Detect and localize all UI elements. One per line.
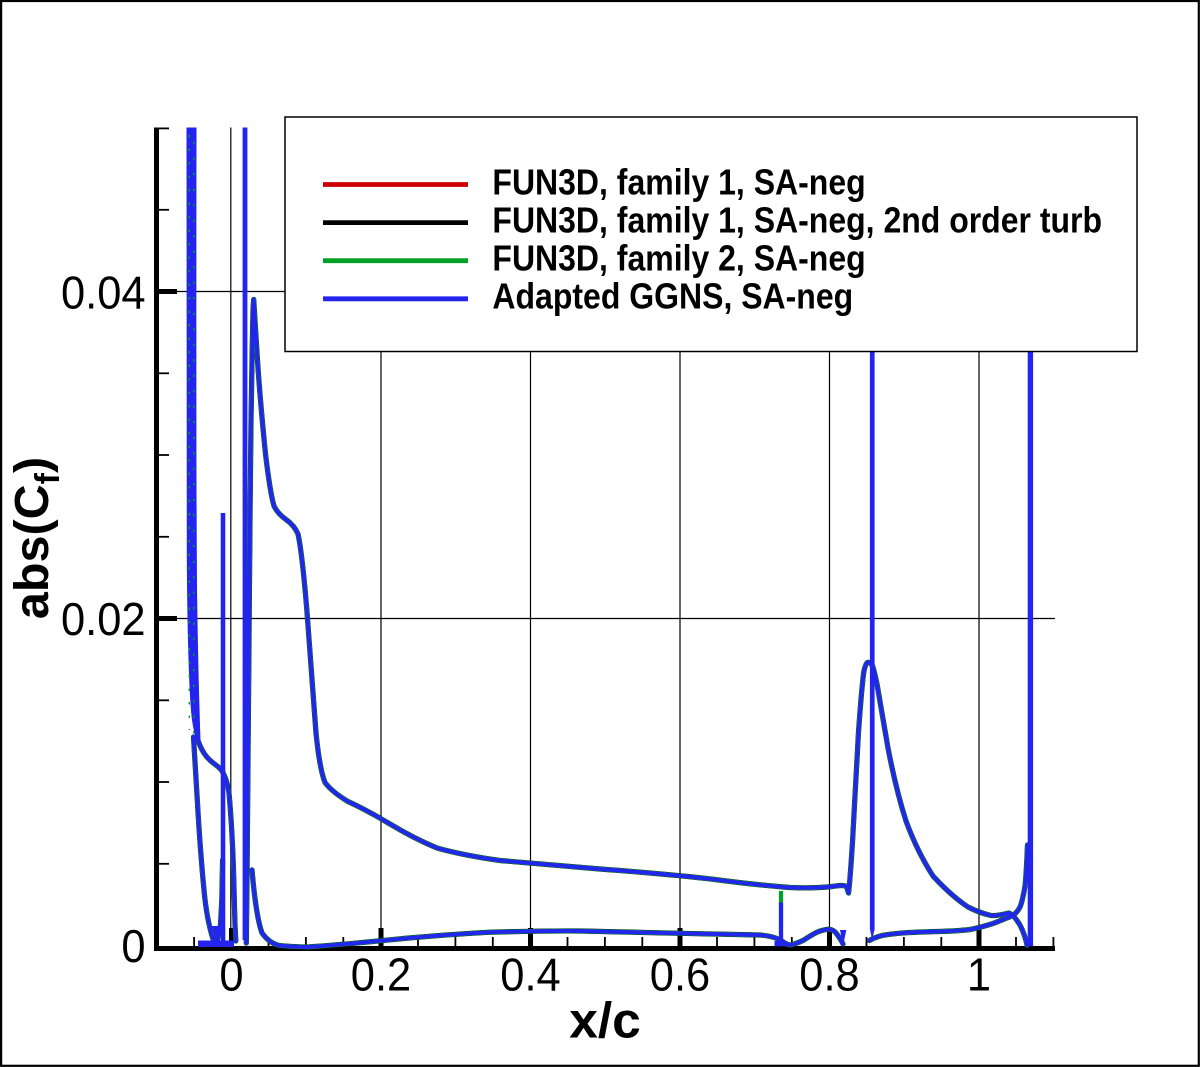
svg-text:0.02: 0.02	[61, 594, 146, 645]
svg-text:0.8: 0.8	[799, 949, 859, 1000]
svg-text:FUN3D, family 1, SA-neg: FUN3D, family 1, SA-neg	[492, 163, 865, 203]
svg-text:0: 0	[121, 921, 145, 972]
svg-text:0.2: 0.2	[351, 949, 411, 1000]
svg-text:FUN3D, family 2, SA-neg: FUN3D, family 2, SA-neg	[492, 239, 865, 279]
svg-text:1: 1	[967, 949, 991, 1000]
svg-text:0.04: 0.04	[61, 267, 146, 318]
svg-text:Adapted GGNS, SA-neg: Adapted GGNS, SA-neg	[492, 277, 853, 317]
svg-text:0.4: 0.4	[500, 949, 560, 1000]
svg-text:0.6: 0.6	[650, 949, 710, 1000]
svg-text:x/c: x/c	[569, 992, 641, 1048]
svg-text:0: 0	[219, 949, 243, 1000]
svg-text:FUN3D, family 1, SA-neg, 2nd o: FUN3D, family 1, SA-neg, 2nd order turb	[492, 201, 1102, 241]
